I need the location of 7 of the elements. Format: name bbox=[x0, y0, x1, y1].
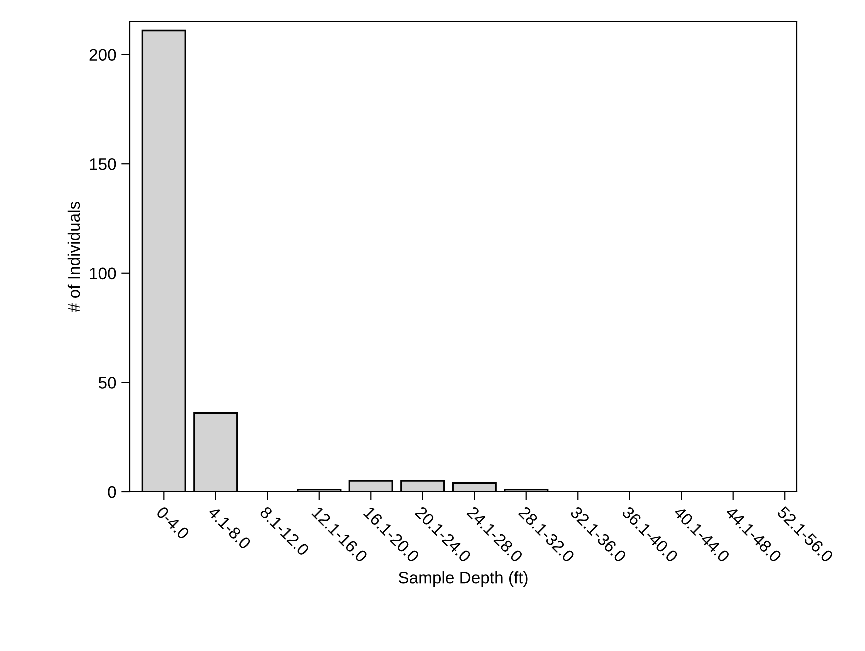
y-tick-label: 100 bbox=[90, 268, 116, 280]
y-tick-label: 50 bbox=[98, 377, 116, 389]
y-tick-label: 200 bbox=[90, 49, 116, 61]
y-tick-label: 0 bbox=[108, 486, 116, 498]
y-tick-label: 150 bbox=[90, 158, 116, 170]
y-axis-title: # of Individuals bbox=[68, 202, 80, 313]
x-axis-title: Sample Depth (ft) bbox=[398, 572, 528, 588]
